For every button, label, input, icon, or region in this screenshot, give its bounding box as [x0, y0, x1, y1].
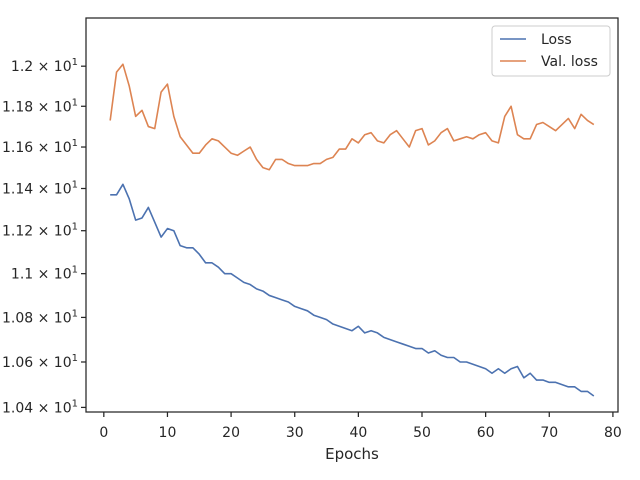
series-line-val-loss	[109, 63, 595, 171]
x-tick-label: 70	[540, 425, 558, 441]
y-tick-label: 1.06 × 101	[2, 353, 78, 371]
series-line-loss	[110, 183, 595, 397]
x-tick-label: 60	[477, 425, 495, 441]
legend-label-loss: Loss	[541, 32, 572, 48]
x-tick-label: 30	[286, 425, 304, 441]
x-tick-label: 0	[99, 425, 108, 441]
y-tick-label: 1.18 × 101	[2, 97, 78, 115]
y-tick-label: 1.04 × 101	[2, 398, 78, 416]
x-tick-label: 40	[349, 425, 367, 441]
legend-label-val-loss: Val. loss	[541, 54, 598, 70]
x-axis-label: Epochs	[325, 445, 379, 463]
x-tick-label: 20	[222, 425, 240, 441]
y-tick-label: 1.12 × 101	[2, 222, 78, 240]
plot-background	[86, 18, 618, 412]
y-tick-label: 1.16 × 101	[2, 138, 78, 156]
legend: Loss Val. loss	[491, 25, 611, 77]
series-layer	[109, 63, 595, 397]
x-tick-label: 10	[159, 425, 177, 441]
x-tick-label: 50	[413, 425, 431, 441]
y-axis-ticks: 1.04 × 101 1.06 × 101 1.08 × 101 1.1 × 101 1…	[2, 57, 86, 416]
y-tick-label: 1.2 × 101	[11, 57, 78, 75]
y-tick-label: 1.08 × 101	[2, 308, 78, 326]
x-axis-ticks: 0 10 20 30 40 50 60 70 80	[99, 412, 622, 441]
y-tick-label: 1.14 × 101	[2, 179, 78, 197]
plot-frame	[85, 17, 619, 413]
x-tick-label: 80	[604, 425, 622, 441]
y-tick-label: 1.1 × 101	[11, 265, 78, 283]
